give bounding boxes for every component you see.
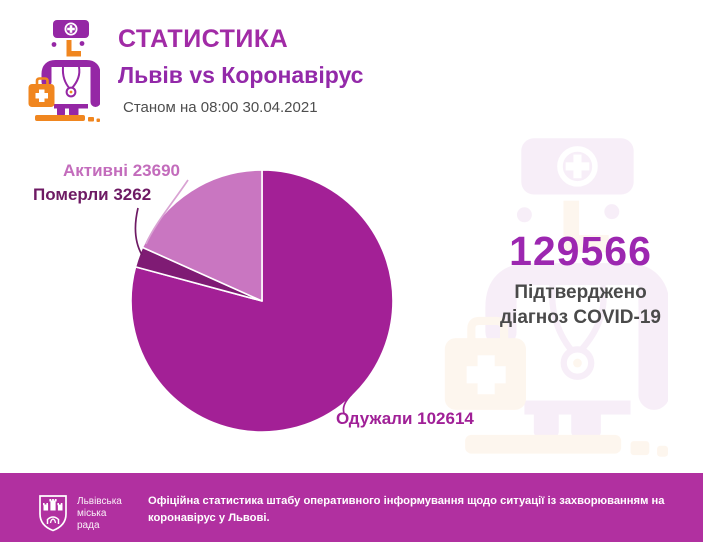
footer-note: Офіційна статистика штабу оперативного і… xyxy=(148,493,678,527)
org-name: Львівська міська рада xyxy=(77,496,122,532)
as-of-date: Станом на 08:00 30.04.2021 xyxy=(123,99,318,116)
header: СТАТИСТИКА Львів vs Коронавірус Станом н… xyxy=(118,26,363,116)
label-active-cases: Активні 23690 xyxy=(63,161,180,180)
org-name-line3: рада xyxy=(77,520,100,531)
page-title: СТАТИСТИКА xyxy=(118,25,289,53)
label-died-cases: Померли 3262 xyxy=(33,185,152,204)
confirmed-count: 129566 xyxy=(509,228,652,274)
confirmed-caption-line1: Підтверджено xyxy=(514,282,647,303)
page-subtitle: Львів vs Коронавірус xyxy=(118,62,364,88)
confirmed-stats: 129566 Підтверджено діагноз COVID-19 xyxy=(478,231,683,330)
callout-line-active xyxy=(145,179,189,245)
footer-bar: Львівська міська рада Офіційна статистик… xyxy=(0,473,703,542)
lviv-coat-of-arms-icon xyxy=(39,495,67,532)
callout-line-recovered xyxy=(342,393,353,414)
pie-slice-active xyxy=(141,169,263,302)
medic-icon xyxy=(26,18,100,124)
confirmed-caption: Підтверджено діагноз COVID-19 xyxy=(478,280,683,330)
confirmed-caption-line2: діагноз COVID-19 xyxy=(499,307,661,328)
footer-note-line2: коронавірус у Львові. xyxy=(148,512,270,524)
callout-line-died xyxy=(134,207,143,256)
footer-note-line1: Офіційна статистика штабу оперативного і… xyxy=(148,495,665,507)
label-recovered-cases: Одужали 102614 xyxy=(336,409,474,428)
org-name-line2: міська xyxy=(77,508,107,519)
org-name-line1: Львівська xyxy=(77,496,122,507)
covid-pie-chart xyxy=(130,169,394,433)
